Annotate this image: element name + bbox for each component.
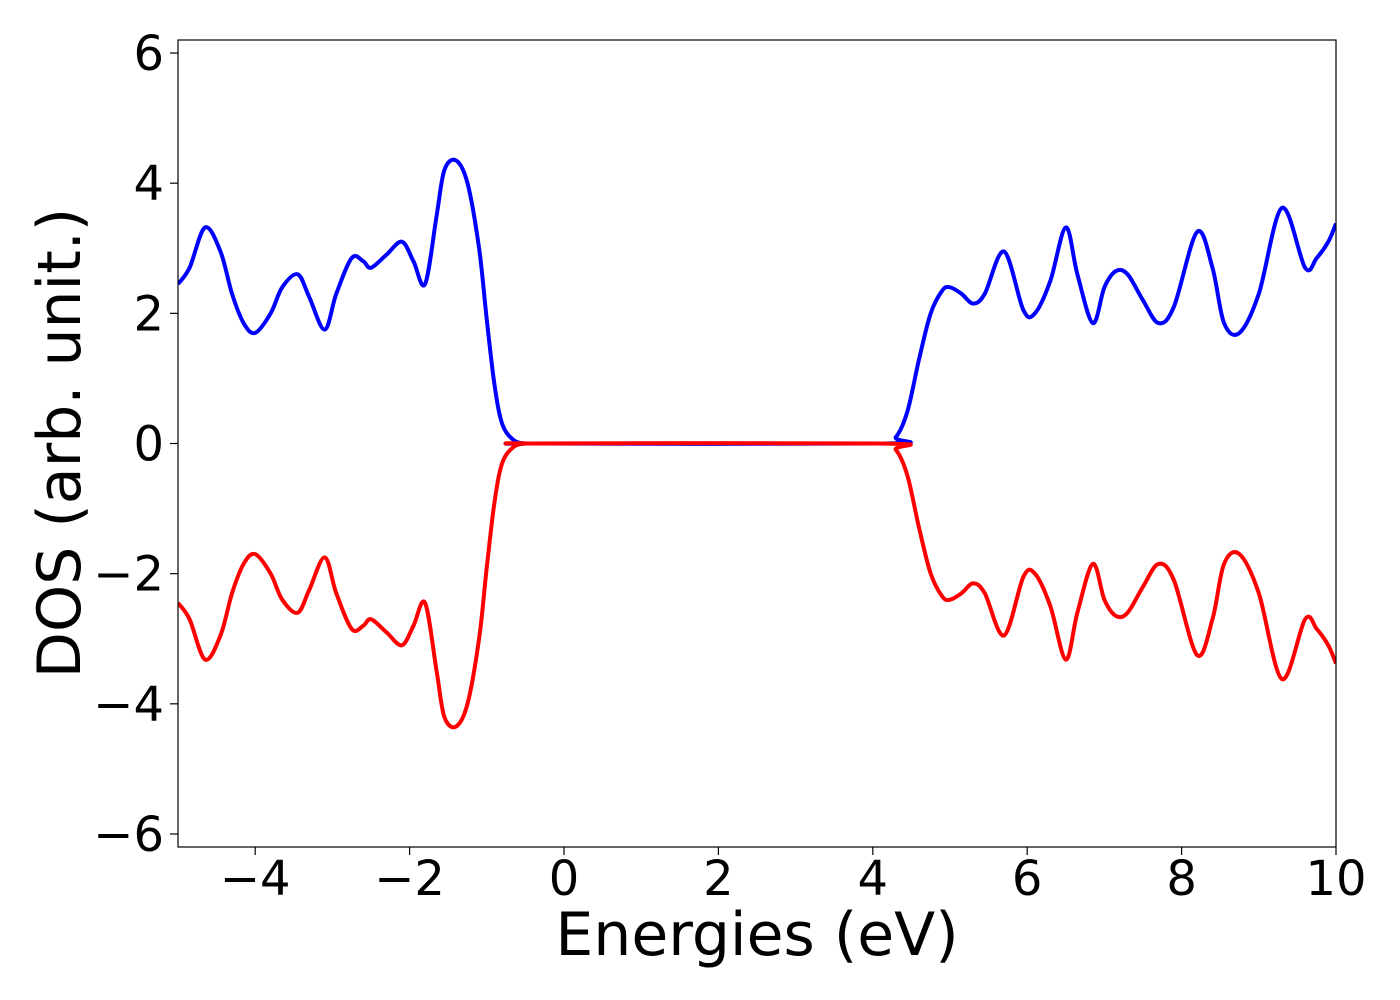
x-tick-label: 10 [1305,851,1366,907]
y-axis-title: DOS (arb. unit.) [25,208,95,678]
y-tick-label: 6 [133,26,164,82]
x-tick-label: −2 [374,851,445,907]
x-tick-label: 0 [549,851,580,907]
x-tick-label: −4 [220,851,291,907]
y-tick-label: 4 [133,156,164,212]
x-tick-label: 6 [1012,851,1043,907]
y-axis: −6 −4 −2 0 2 4 6 [93,26,178,863]
x-tick-label: 8 [1166,851,1197,907]
series-line-blue [178,157,1336,446]
x-axis-title: Energies (eV) [555,900,958,970]
x-tick-label: 2 [703,851,734,907]
y-tick-label: 2 [133,286,164,342]
x-axis: −4 −2 0 2 4 6 8 10 [220,847,1367,907]
y-tick-label: −6 [93,807,164,863]
y-tick-label: −4 [93,677,164,733]
y-tick-label: −2 [93,547,164,603]
series-layer [178,157,1336,730]
y-tick-label: 0 [133,417,164,473]
x-tick-label: 4 [858,851,889,907]
series-line-red [178,441,1336,730]
